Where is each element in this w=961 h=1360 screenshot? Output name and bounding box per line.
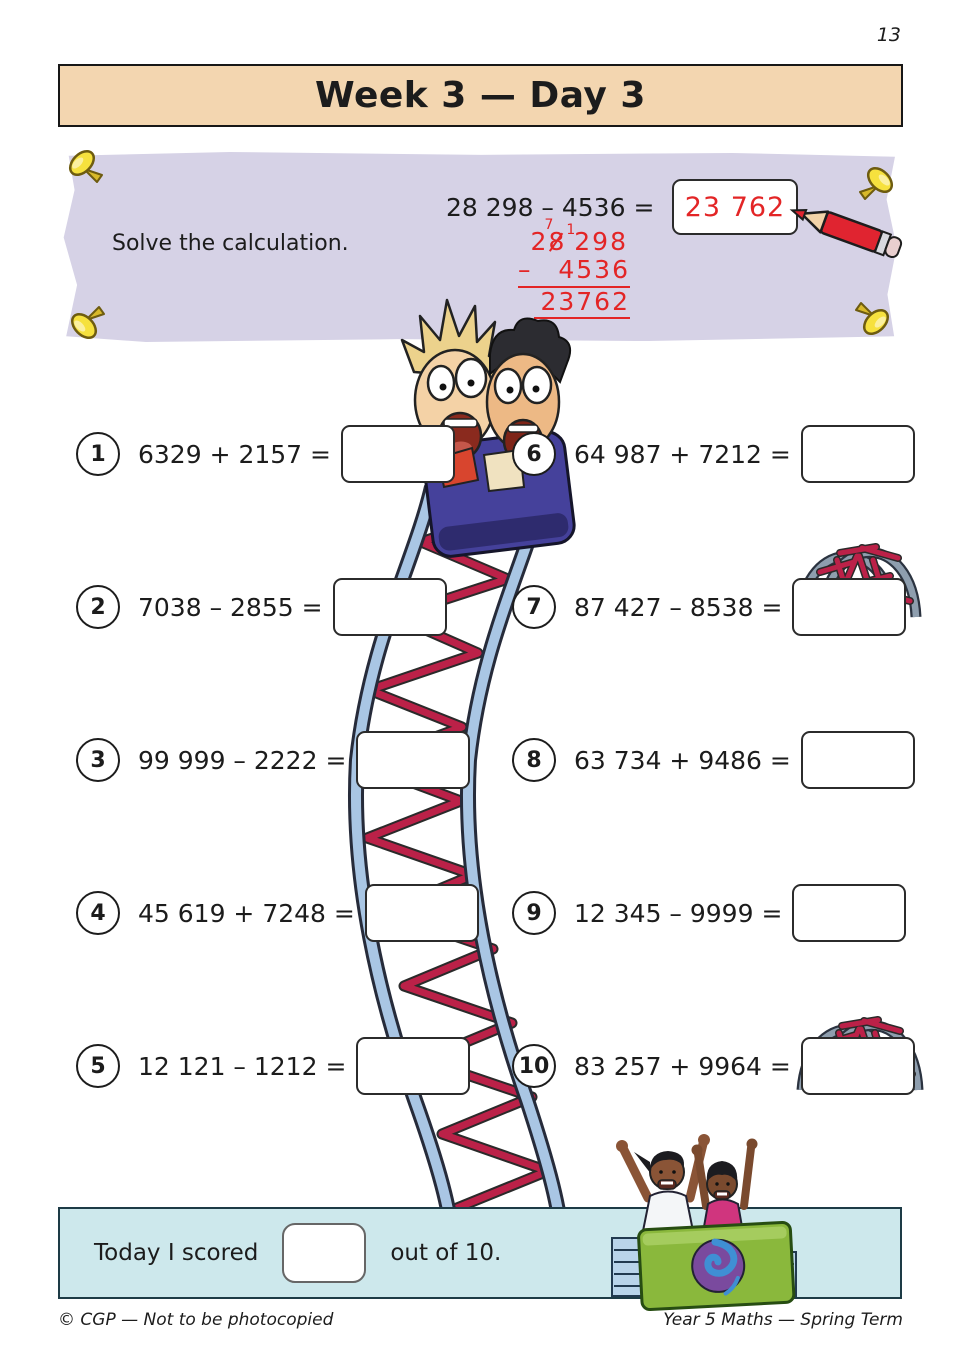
question-equation: 7038 – 2855 =	[138, 592, 323, 622]
question-number-badge: 10	[512, 1044, 556, 1088]
score-box[interactable]	[282, 1223, 367, 1283]
page-number: 13	[876, 24, 901, 46]
example-answer-box[interactable]: 23 762	[672, 179, 798, 235]
question-number-badge: 5	[76, 1044, 120, 1088]
question-row: 3 99 999 – 2222 =	[76, 731, 471, 789]
example-working: 2 7 81298 –4536 23762	[518, 217, 630, 319]
question-equation: 12 121 – 1212 =	[138, 1051, 347, 1081]
example-instruction: Solve the calculation.	[112, 231, 349, 256]
question-equation: 12 345 – 9999 =	[574, 898, 783, 928]
question-number-badge: 8	[512, 738, 556, 782]
answer-box-q6[interactable]	[800, 425, 915, 483]
question-equation: 63 734 + 9486 =	[574, 745, 791, 775]
answer-box-q2[interactable]	[332, 578, 447, 636]
question-row: 6 64 987 + 7212 =	[512, 425, 915, 483]
answer-box-q10[interactable]	[800, 1037, 915, 1095]
answer-box-q9[interactable]	[792, 884, 907, 942]
answer-box-q3[interactable]	[356, 731, 471, 789]
example-answer-value: 23 762	[684, 191, 786, 223]
working-line-1: 2 7 81298	[530, 217, 628, 256]
working-line-3: 23762	[518, 288, 630, 319]
struck-digit: 8	[548, 227, 567, 256]
question-row: 7 87 427 – 8538 =	[512, 578, 907, 636]
question-row: 5 12 121 – 1212 =	[76, 1037, 471, 1095]
answer-box-q4[interactable]	[364, 884, 479, 942]
answer-box-q1[interactable]	[340, 425, 455, 483]
question-equation: 6329 + 2157 =	[138, 439, 331, 469]
score-banner: Today I scored out of 10.	[58, 1207, 902, 1299]
answer-box-q5[interactable]	[356, 1037, 471, 1095]
question-number-badge: 9	[512, 891, 556, 935]
example-equation: 28 298 – 4536 =	[446, 193, 655, 222]
question-number-badge: 4	[76, 891, 120, 935]
question-equation: 64 987 + 7212 =	[574, 439, 791, 469]
footer-edition: Year 5 Maths — Spring Term	[663, 1310, 903, 1330]
question-row: 8 63 734 + 9486 =	[512, 731, 915, 789]
question-equation: 83 257 + 9964 =	[574, 1051, 791, 1081]
question-number-badge: 6	[512, 432, 556, 476]
question-equation: 99 999 – 2222 =	[138, 745, 347, 775]
footer-copyright: © CGP — Not to be photocopied	[58, 1310, 334, 1330]
question-equation: 87 427 – 8538 =	[574, 592, 783, 622]
score-text-suffix: out of 10.	[390, 1240, 502, 1266]
carry-digit: 1	[566, 222, 576, 238]
question-number-badge: 3	[76, 738, 120, 782]
question-number-badge: 2	[76, 585, 120, 629]
question-row: 1 6329 + 2157 =	[76, 425, 455, 483]
page-title-text: Week 3 — Day 3	[315, 75, 646, 116]
question-row: 9 12 345 – 9999 =	[512, 884, 907, 942]
question-row: 10 83 257 + 9964 =	[512, 1037, 915, 1095]
carry-digit: 7	[544, 217, 554, 233]
question-row: 4 45 619 + 7248 =	[76, 884, 479, 942]
question-number-badge: 1	[76, 432, 120, 476]
score-text-prefix: Today I scored	[94, 1240, 259, 1266]
question-number-badge: 7	[512, 585, 556, 629]
answer-box-q8[interactable]	[800, 731, 915, 789]
question-row: 2 7038 – 2855 =	[76, 578, 447, 636]
answer-box-q7[interactable]	[792, 578, 907, 636]
working-line-2: –4536	[518, 256, 630, 288]
question-equation: 45 619 + 7248 =	[138, 898, 355, 928]
page-title: Week 3 — Day 3	[58, 64, 903, 127]
